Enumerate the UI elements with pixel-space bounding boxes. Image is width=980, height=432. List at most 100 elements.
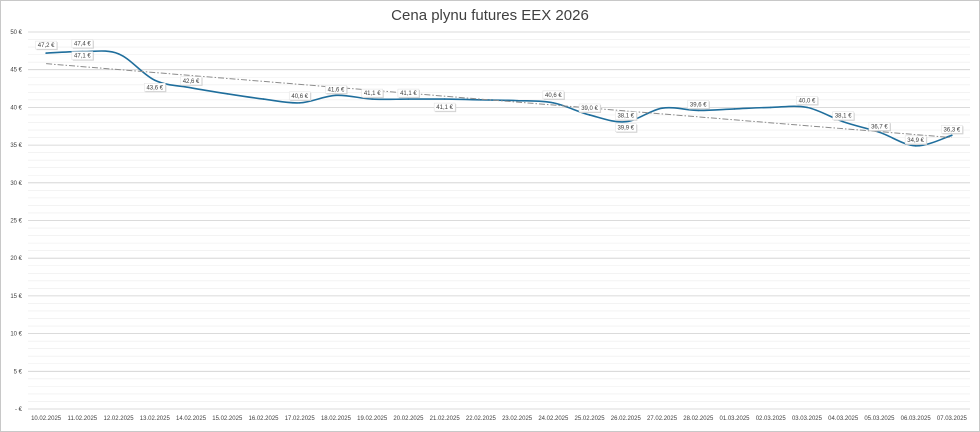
- data-label-box: [578, 103, 601, 113]
- y-tick-label: 45 €: [10, 68, 22, 74]
- data-label-box: [433, 102, 456, 112]
- y-tick-label: 35 €: [10, 143, 22, 149]
- x-tick-label: 22.02.2025: [466, 416, 497, 422]
- data-label: 39,9 €: [617, 126, 634, 132]
- data-point: [769, 106, 772, 109]
- y-tick-label: 15 €: [10, 294, 22, 300]
- data-label-box: [325, 85, 347, 94]
- x-tick-label: 12.02.2025: [104, 416, 135, 422]
- x-tick-label: 18.02.2025: [321, 416, 352, 422]
- x-tick-label: 06.03.2025: [901, 416, 932, 422]
- data-point: [371, 98, 373, 100]
- data-label: 39,0 €: [581, 106, 598, 112]
- data-label: 36,3 €: [944, 127, 961, 133]
- data-label: 41,6 €: [328, 87, 345, 93]
- data-label-box: [796, 96, 818, 105]
- data-point: [806, 106, 808, 109]
- y-tick-label: 30 €: [10, 181, 22, 187]
- data-label-box: [832, 111, 854, 120]
- data-label: 40,0 €: [799, 98, 816, 104]
- x-tick-label: 01.03.2025: [719, 416, 750, 422]
- x-tick-label: 03.03.2025: [792, 416, 823, 422]
- data-point: [914, 145, 917, 147]
- data-point: [335, 94, 337, 97]
- x-tick-label: 15.02.2025: [212, 416, 243, 422]
- x-tick-label: 11.02.2025: [68, 416, 98, 422]
- data-label-box: [397, 88, 420, 98]
- data-label: 42,6 €: [183, 79, 200, 85]
- data-label-box: [144, 83, 166, 92]
- data-label-box: [615, 111, 637, 120]
- data-label: 34,9 €: [907, 138, 924, 144]
- data-label-box: [868, 122, 891, 131]
- data-label: 40,6 €: [545, 93, 562, 99]
- x-tick-label: 28.02.2025: [683, 416, 714, 422]
- data-label-box: [687, 100, 710, 109]
- data-label-box: [542, 90, 565, 100]
- data-label-box: [35, 40, 57, 50]
- chart-title: Cena plynu futures EEX 2026: [391, 7, 589, 24]
- x-tick-label: 14.02.2025: [176, 416, 207, 422]
- x-tick-label: 10.02.2025: [31, 416, 62, 422]
- data-label-box: [180, 76, 202, 86]
- data-label-box: [941, 125, 963, 134]
- data-point: [951, 134, 953, 137]
- x-tick-label: 16.02.2025: [248, 416, 279, 422]
- data-point: [588, 114, 591, 116]
- data-label: 41,1 €: [364, 91, 381, 97]
- x-tick-label: 24.02.2025: [538, 416, 569, 422]
- trendline: [46, 63, 952, 139]
- data-point: [154, 79, 156, 82]
- data-point: [733, 108, 736, 110]
- data-point: [842, 120, 844, 123]
- data-point: [407, 98, 410, 100]
- data-point: [552, 102, 555, 104]
- data-label-box: [71, 39, 94, 48]
- data-label: 38,1 €: [835, 114, 852, 120]
- data-point: [878, 131, 881, 134]
- x-tick-label: 20.02.2025: [393, 416, 424, 422]
- data-point: [516, 99, 518, 102]
- y-tick-label: - €: [15, 407, 23, 413]
- data-label-box: [288, 91, 311, 101]
- x-tick-label: 27.02.2025: [647, 416, 678, 422]
- data-label: 36,7 €: [871, 124, 888, 130]
- y-tick-label: 40 €: [10, 105, 22, 111]
- data-label-box: [615, 123, 637, 132]
- x-tick-label: 21.02.2025: [430, 416, 461, 422]
- data-label-box: [361, 88, 383, 98]
- x-tick-label: 13.02.2025: [140, 416, 171, 422]
- data-label: 40,6 €: [291, 94, 308, 100]
- data-label: 39,6 €: [690, 102, 707, 108]
- data-label: 41,1 €: [400, 91, 417, 97]
- data-label: 47,1 €: [74, 54, 91, 60]
- data-label: 41,1 €: [436, 105, 453, 111]
- data-label: 43,6 €: [146, 85, 163, 91]
- data-label: 47,2 €: [38, 43, 55, 49]
- y-tick-label: 50 €: [10, 30, 22, 36]
- data-point: [262, 98, 265, 100]
- x-tick-label: 02.03.2025: [756, 416, 787, 422]
- data-point: [226, 93, 229, 95]
- data-label: 38,1 €: [617, 114, 634, 120]
- x-tick-label: 17.02.2025: [285, 416, 316, 422]
- data-point: [661, 107, 663, 109]
- data-point: [45, 52, 47, 54]
- x-tick-label: 05.03.2025: [864, 416, 895, 422]
- x-tick-label: 04.03.2025: [828, 416, 859, 422]
- x-tick-label: 23.02.2025: [502, 416, 533, 422]
- data-point: [443, 98, 446, 100]
- data-point: [480, 99, 482, 101]
- data-point: [298, 102, 301, 104]
- y-tick-label: 10 €: [10, 332, 22, 338]
- data-label-box: [904, 135, 927, 145]
- data-label-box: [71, 51, 94, 60]
- data-point: [190, 86, 192, 89]
- x-tick-label: 26.02.2025: [611, 416, 642, 422]
- x-tick-label: 19.02.2025: [357, 416, 388, 422]
- data-label: 47,4 €: [74, 42, 91, 48]
- x-tick-label: 25.02.2025: [575, 416, 606, 422]
- y-tick-label: 20 €: [10, 256, 22, 262]
